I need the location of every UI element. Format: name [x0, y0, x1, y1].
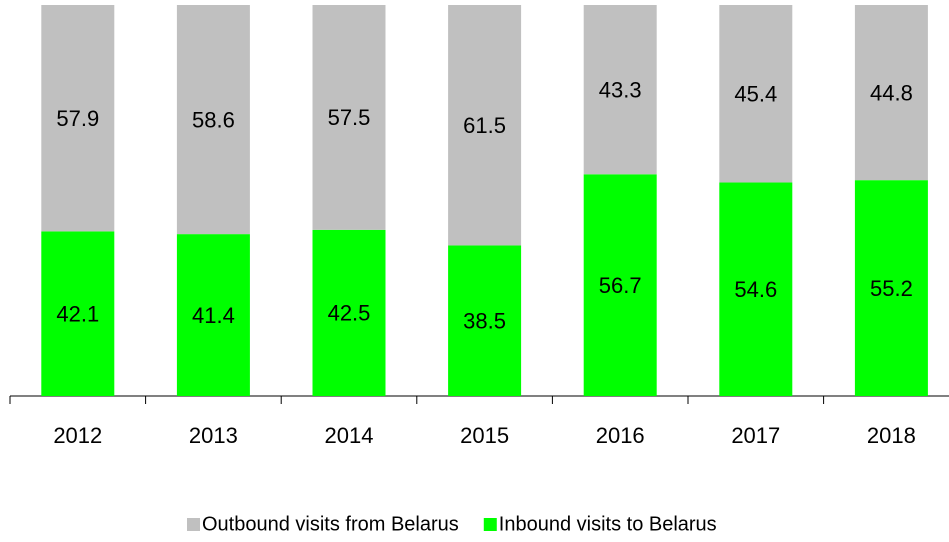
data-label: 56.7 — [599, 273, 642, 298]
bar-segment — [41, 5, 115, 232]
bar-segment — [854, 5, 928, 181]
bar-segment — [854, 180, 928, 396]
data-label: 57.9 — [56, 106, 99, 131]
bar-segment — [583, 5, 657, 175]
bar-segment — [719, 5, 793, 183]
data-label: 41.4 — [192, 303, 235, 328]
data-label: 38.5 — [463, 309, 506, 334]
bar-segment — [176, 5, 250, 235]
legend-swatch — [483, 518, 497, 531]
bar-segment — [448, 245, 522, 396]
legend-swatch — [187, 518, 200, 531]
x-tick-label: 2014 — [325, 423, 374, 448]
data-label: 55.2 — [870, 276, 913, 301]
data-label: 42.1 — [56, 302, 99, 327]
bar-segment — [312, 229, 386, 396]
bar-segment — [176, 234, 250, 396]
data-label: 44.8 — [870, 80, 913, 105]
data-label: 54.6 — [734, 277, 777, 302]
legend-label: Outbound visits from Belarus — [202, 513, 459, 535]
bar-segment — [312, 5, 386, 230]
data-label: 58.6 — [192, 107, 235, 132]
x-tick-label: 2012 — [53, 423, 102, 448]
data-label: 57.5 — [328, 105, 371, 130]
bar-segment — [583, 174, 657, 396]
x-tick-label: 2018 — [867, 423, 916, 448]
x-tick-label: 2017 — [731, 423, 780, 448]
data-label: 45.4 — [734, 82, 777, 107]
bar-segment — [448, 5, 522, 246]
x-tick-label: 2013 — [189, 423, 238, 448]
x-tick-label: 2015 — [460, 423, 509, 448]
legend-label: Inbound visits to Belarus — [499, 513, 717, 535]
data-label: 42.5 — [328, 301, 371, 326]
data-label: 61.5 — [463, 113, 506, 138]
data-label: 43.3 — [599, 77, 642, 102]
bar-segment — [41, 231, 115, 396]
bar-segment — [719, 182, 793, 396]
x-tick-label: 2016 — [596, 423, 645, 448]
